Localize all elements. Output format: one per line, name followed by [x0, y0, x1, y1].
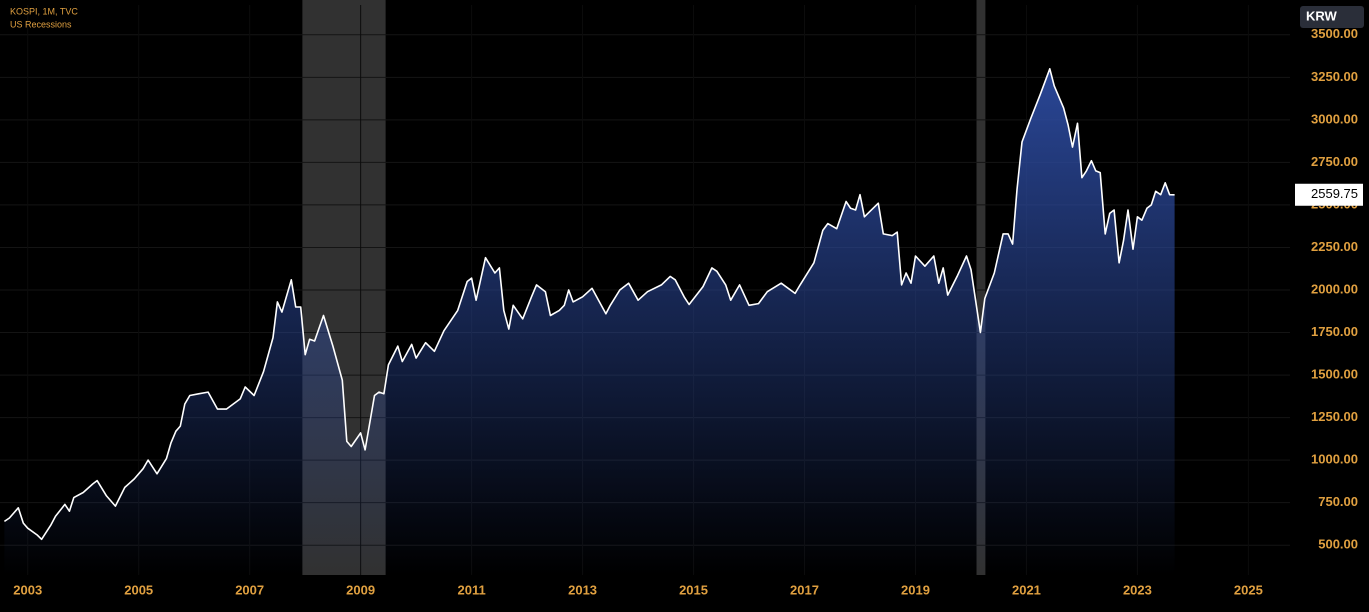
- y-tick-label: 2750.00: [1311, 154, 1358, 169]
- x-tick-label: 2005: [124, 582, 153, 597]
- plot-area: [0, 0, 1290, 576]
- legend-entry: US Recessions: [10, 19, 72, 29]
- y-tick-label: 3500.00: [1311, 26, 1358, 41]
- y-tick-label: 3000.00: [1311, 111, 1358, 126]
- y-tick-label: 1500.00: [1311, 367, 1358, 382]
- y-tick-label: 2000.00: [1311, 281, 1358, 296]
- x-tick-label: 2023: [1123, 582, 1152, 597]
- x-tick-label: 2019: [901, 582, 930, 597]
- x-tick-label: 2017: [790, 582, 819, 597]
- y-tick-label: 2250.00: [1311, 239, 1358, 254]
- recession-band: [976, 0, 986, 575]
- y-tick-label: 750.00: [1318, 494, 1358, 509]
- y-tick-label: 1000.00: [1311, 452, 1358, 467]
- currency-label: KRW: [1306, 8, 1338, 23]
- price-line: [3, 68, 1175, 541]
- y-tick-label: 3250.00: [1311, 69, 1358, 84]
- area-fill: [4, 68, 1175, 576]
- x-tick-label: 2015: [679, 582, 708, 597]
- x-tick-label: 2009: [346, 582, 375, 597]
- x-tick-label: 2003: [13, 582, 42, 597]
- x-tick-label: 2025: [1234, 582, 1263, 597]
- chart-title: KOSPI, 1M, TVC: [10, 6, 78, 16]
- y-tick-label: 1250.00: [1311, 409, 1358, 424]
- x-tick-label: 2007: [235, 582, 264, 597]
- last-price-box: [1295, 183, 1363, 206]
- last-price-label: 2559.75: [1311, 186, 1358, 201]
- y-tick-label: 500.00: [1318, 537, 1358, 552]
- x-tick-label: 2013: [568, 582, 597, 597]
- currency-box: [1300, 6, 1364, 28]
- x-tick-label: 2011: [458, 582, 486, 597]
- x-tick-label: 2021: [1012, 582, 1041, 597]
- y-tick-label: 1750.00: [1311, 324, 1358, 339]
